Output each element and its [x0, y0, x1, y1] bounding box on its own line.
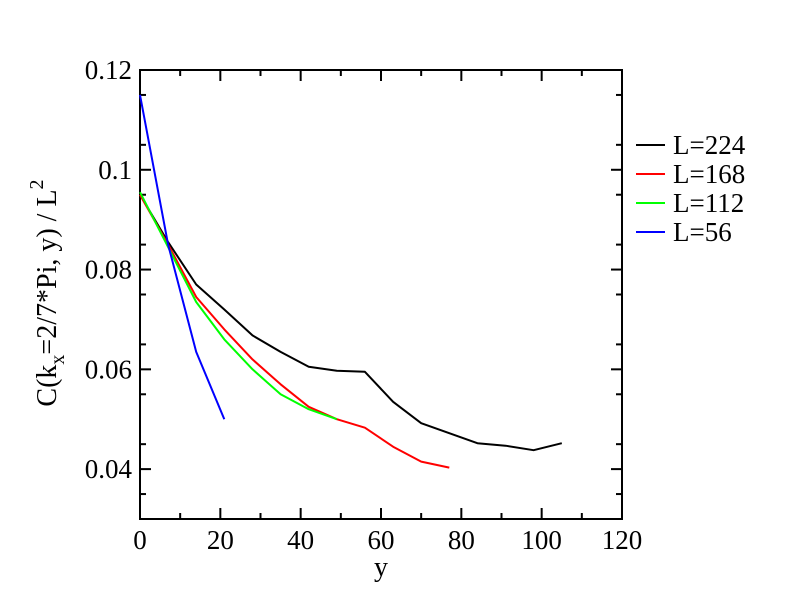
- y-tick-label: 0.08: [85, 255, 132, 285]
- y-tick-label: 0.1: [98, 155, 132, 185]
- plot-frame: [139, 69, 623, 520]
- x-tick-label: 120: [602, 525, 643, 555]
- x-tick-label: 40: [287, 525, 314, 555]
- series-line-l-56: [139, 94, 226, 420]
- series-line-l-168: [139, 194, 450, 469]
- x-tick-label: 0: [133, 525, 147, 555]
- series-line-l-112: [139, 191, 338, 421]
- x-tick-label: 60: [368, 525, 395, 555]
- y-axis-title-subscript: x: [47, 355, 69, 365]
- x-tick-label: 20: [207, 525, 234, 555]
- y-axis-title-superscript: 2: [26, 179, 48, 189]
- y-axis-title-prefix: C(k: [32, 365, 63, 407]
- legend-label: L=112: [673, 188, 744, 218]
- axis-ticks: [139, 69, 623, 519]
- series-line-l-224: [139, 194, 563, 452]
- x-tick-label: 100: [521, 525, 562, 555]
- y-tick-label: 0.12: [85, 55, 132, 85]
- legend-label: L=56: [673, 217, 732, 247]
- legend-label: L=168: [673, 159, 745, 189]
- y-tick-label: 0.04: [85, 454, 133, 484]
- y-axis-title-middle: =2/7*Pi, y) / L: [32, 189, 63, 354]
- x-tick-label: 80: [448, 525, 475, 555]
- y-tick-label: 0.06: [85, 354, 132, 384]
- series-lines: [139, 94, 563, 469]
- tick-labels: 0 20 40 60 80 100 120 0.04 0.06 0.08 0.1 0.12: [85, 55, 643, 555]
- legend-label: L=224: [673, 130, 746, 160]
- x-axis-title: y: [374, 552, 388, 583]
- y-axis-title: C(kx=2/7*Pi, y) / L2: [26, 179, 69, 406]
